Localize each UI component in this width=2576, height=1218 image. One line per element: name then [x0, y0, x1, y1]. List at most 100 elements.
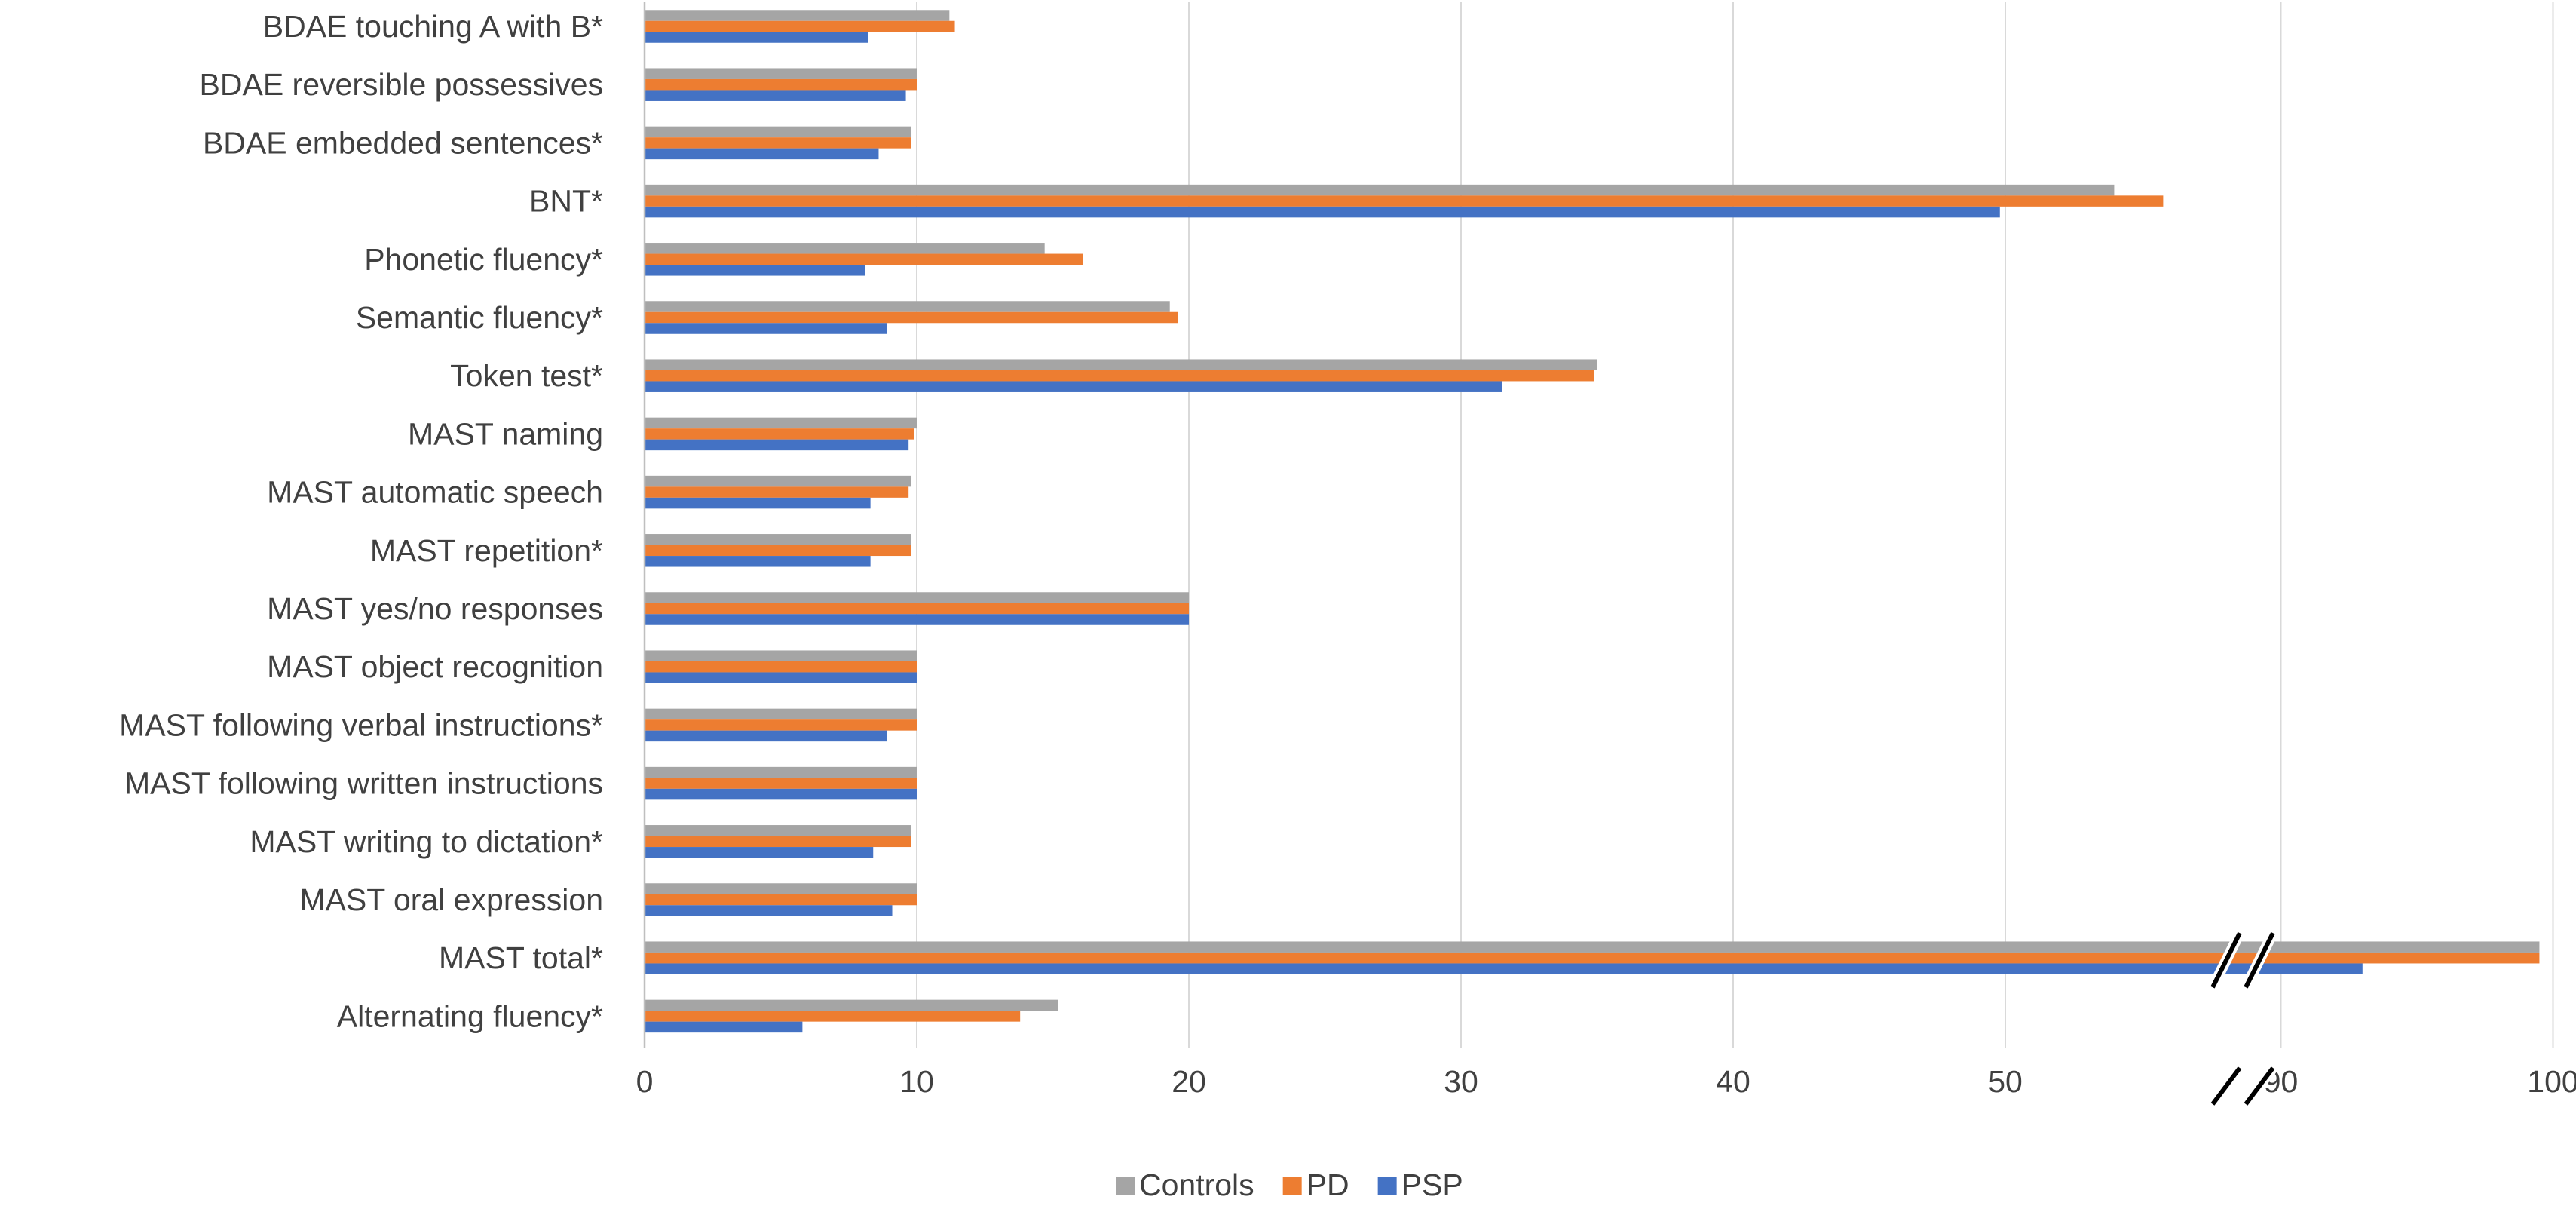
bar-controls	[645, 999, 1058, 1011]
bar-psp	[645, 730, 887, 742]
break-slash	[2210, 931, 2242, 989]
bar-controls	[645, 126, 911, 138]
axis-breaks	[2207, 931, 2278, 1108]
bar-psp	[645, 614, 1189, 625]
bar-controls	[645, 475, 911, 487]
bar-controls	[645, 883, 917, 894]
bar-pd	[645, 661, 917, 673]
bar-psp	[645, 439, 909, 451]
bar-pd	[645, 311, 1178, 324]
legend-label: PSP	[1401, 1167, 1463, 1202]
category-label: MAST total*	[439, 940, 603, 975]
x-tick-label: 50	[1988, 1064, 2023, 1099]
category-label: MAST naming	[408, 416, 603, 451]
category-label: MAST object recognition	[267, 649, 603, 684]
bar-controls	[645, 650, 917, 661]
legend-swatch	[1282, 1177, 1302, 1195]
bar-pd	[645, 195, 2164, 207]
bar-controls	[645, 708, 917, 720]
bar-controls	[645, 766, 917, 778]
bar-psp	[645, 963, 2363, 974]
category-label: MAST writing to dictation*	[250, 824, 603, 859]
bar-controls	[645, 301, 1170, 312]
bar-psp	[645, 905, 893, 916]
category-label: Alternating fluency*	[337, 999, 603, 1033]
x-tick-label: 20	[1172, 1064, 1206, 1099]
legend-item-pd: PD	[1282, 1167, 1349, 1202]
category-label: Phonetic fluency*	[364, 242, 603, 277]
bar-psp	[645, 265, 865, 276]
legend-swatch	[1377, 1177, 1397, 1195]
bar-controls	[645, 359, 1597, 370]
category-label: Semantic fluency*	[356, 300, 603, 335]
break-slash	[2244, 1066, 2275, 1106]
bar-controls	[645, 68, 917, 79]
bar-psp	[645, 148, 879, 160]
category-label: BDAE touching A with B*	[263, 9, 603, 44]
x-tick-label: 0	[636, 1064, 654, 1099]
bar-controls	[645, 825, 911, 836]
x-tick-label: 40	[1716, 1064, 1751, 1099]
bar-pd	[645, 836, 911, 848]
x-tick-labels: 0 10 20 30 40 50 90 100	[636, 1064, 2576, 1099]
x-tick-label: 100	[2527, 1064, 2576, 1099]
bar-pd	[645, 603, 1189, 615]
bar-psp	[645, 90, 906, 101]
bar-psp	[645, 1021, 803, 1033]
category-label: MAST automatic speech	[267, 475, 603, 510]
x-tick-label: 30	[1444, 1064, 1478, 1099]
bar-pd	[645, 137, 911, 149]
category-label: MAST yes/no responses	[267, 591, 603, 626]
bar-psp	[645, 847, 874, 858]
bar-pd	[645, 78, 917, 91]
bar-psp	[645, 497, 871, 509]
bar-controls	[645, 592, 1189, 603]
bar-pd	[645, 370, 1594, 382]
category-label: Token test*	[450, 358, 603, 393]
bar-psp	[645, 556, 871, 567]
bar-pd	[645, 428, 914, 440]
bar-break-mark	[2207, 931, 2278, 990]
bar-psp	[645, 323, 887, 334]
bar-controls	[645, 184, 2115, 196]
bar-pd	[645, 20, 955, 32]
category-labels: BDAE touching A with B* BDAE reversible p…	[119, 9, 603, 1033]
bar-pd	[645, 545, 911, 557]
break-slash	[2210, 1066, 2242, 1106]
x-tick-label: 10	[899, 1064, 934, 1099]
category-label: BDAE embedded sentences*	[203, 125, 603, 160]
bars	[645, 10, 2540, 1033]
bar-pd	[645, 253, 1083, 265]
legend-label: PD	[1306, 1167, 1349, 1202]
category-label: MAST repetition*	[370, 533, 603, 568]
gridlines	[916, 2, 2554, 1048]
legend-item-psp: PSP	[1377, 1167, 1463, 1202]
category-label: MAST following verbal instructions*	[119, 707, 603, 742]
axis-break-mark	[2208, 1064, 2277, 1108]
bar-pd	[645, 719, 917, 731]
bar-psp	[645, 672, 917, 683]
bar-psp	[645, 206, 2000, 218]
bar-controls	[645, 941, 2540, 953]
legend-label: Controls	[1139, 1167, 1254, 1202]
legend-swatch	[1116, 1177, 1135, 1195]
category-label: BNT*	[529, 184, 603, 219]
bar-pd	[645, 894, 917, 906]
bar-pd	[645, 486, 909, 498]
bar-controls	[645, 243, 1045, 254]
bar-pd	[645, 1011, 1021, 1022]
bar-psp	[645, 788, 917, 800]
bar-pd	[645, 778, 917, 789]
bar-controls	[645, 10, 950, 21]
bar-psp	[645, 32, 868, 43]
legend: Controls PD PSP	[1116, 1167, 1463, 1202]
bar-controls	[645, 534, 911, 545]
legend-item-controls: Controls	[1116, 1167, 1254, 1202]
category-label: MAST following written instructions	[124, 766, 603, 801]
category-label: MAST oral expression	[299, 882, 603, 917]
bar-psp	[645, 381, 1502, 392]
bar-controls	[645, 417, 917, 429]
break-slash	[2244, 931, 2275, 989]
category-label: BDAE reversible possessives	[200, 67, 603, 102]
